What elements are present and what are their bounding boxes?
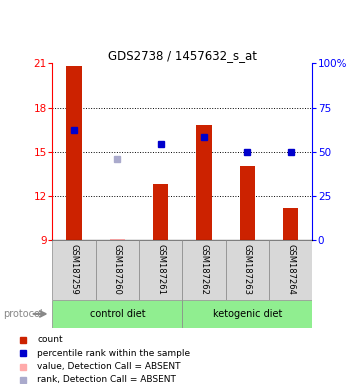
Bar (182, 300, 312, 328)
Bar (182, 240, 226, 300)
Title: GDS2738 / 1457632_s_at: GDS2738 / 1457632_s_at (108, 49, 257, 62)
Text: value, Detection Call = ABSENT: value, Detection Call = ABSENT (37, 362, 181, 371)
Text: GSM187262: GSM187262 (200, 244, 208, 295)
Bar (240, 166, 255, 240)
Text: protocol: protocol (4, 309, 43, 319)
Bar (226, 240, 269, 300)
Bar (66, 66, 82, 240)
Bar (52, 240, 96, 300)
Bar (110, 238, 125, 240)
Bar (96, 240, 139, 300)
Text: rank, Detection Call = ABSENT: rank, Detection Call = ABSENT (37, 376, 176, 384)
Text: GSM187261: GSM187261 (156, 244, 165, 295)
Text: count: count (37, 335, 63, 344)
Text: GSM187260: GSM187260 (113, 244, 122, 295)
Bar (283, 208, 298, 240)
Bar (52, 300, 182, 328)
Text: control diet: control diet (90, 309, 145, 319)
Bar (139, 240, 182, 300)
Text: GSM187264: GSM187264 (286, 244, 295, 295)
Text: ketogenic diet: ketogenic diet (213, 309, 282, 319)
Bar (153, 184, 168, 240)
Text: GSM187263: GSM187263 (243, 244, 252, 295)
Bar (196, 125, 212, 240)
Bar (269, 240, 312, 300)
Text: GSM187259: GSM187259 (70, 244, 78, 295)
Text: percentile rank within the sample: percentile rank within the sample (37, 349, 190, 358)
